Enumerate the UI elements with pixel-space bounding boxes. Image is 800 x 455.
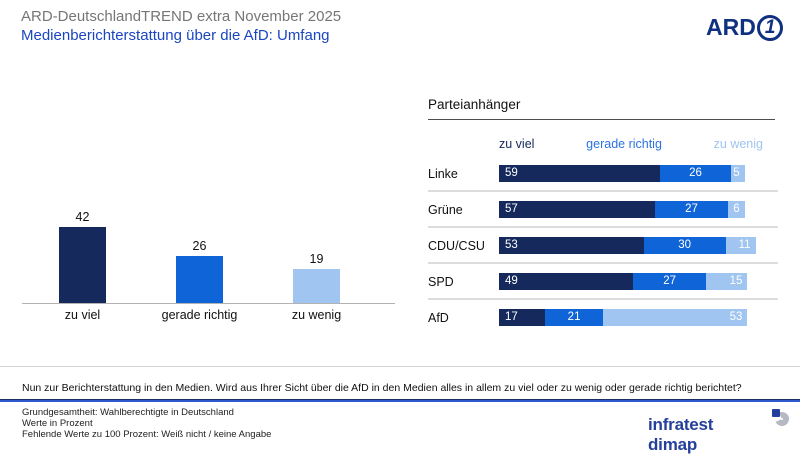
panel-title: Parteianhänger <box>428 97 521 112</box>
party-breakdown-panel: Parteianhänger zu viel gerade richtig zu w… <box>428 96 778 336</box>
bar-category-label: gerade richtig <box>161 308 238 322</box>
segment-zu-viel: 59 <box>499 165 661 182</box>
legend-item-zu-wenig: zu wenig <box>713 137 763 151</box>
stacked-bar: 17 21 53 <box>499 309 748 326</box>
legend-item-zu-viel: zu viel <box>499 137 535 151</box>
row-separator <box>428 262 778 264</box>
segment-gerade-richtig: 27 <box>654 201 729 218</box>
row-separator <box>428 226 778 228</box>
infratest-dimap-logo: infratest dimap <box>648 409 800 455</box>
panel-title-rule <box>428 119 775 120</box>
chart-baseline <box>22 303 395 304</box>
segment-zu-wenig: 53 <box>602 309 748 326</box>
segment-gerade-richtig: 27 <box>632 273 707 290</box>
segment-zu-viel: 49 <box>499 273 633 290</box>
infratest-dimap-icon <box>771 409 800 439</box>
footnote-line: Fehlende Werte zu 100 Prozent: Weiß nich… <box>22 429 272 440</box>
survey-question: Nun zur Berichterstattung in den Medien.… <box>22 382 742 394</box>
stacked-bar: 49 27 15 <box>499 273 748 290</box>
party-row-SPD: SPD 49 27 15 <box>428 273 778 290</box>
infratest-dimap-logo-text: infratest dimap <box>648 415 714 454</box>
stacked-bar: 53 30 11 <box>499 237 756 254</box>
segment-gerade-richtig: 30 <box>643 237 726 254</box>
party-label: Grüne <box>428 202 463 217</box>
footer-blue-rule <box>0 399 800 402</box>
bar-zu-wenig <box>293 269 340 303</box>
footnotes: Grundgesamtheit: Wahlberechtigte in Deut… <box>22 407 271 440</box>
pretitle: ARD-DeutschlandTREND extra November 2025 <box>21 8 342 25</box>
footnote-line: Werte in Prozent <box>22 418 93 429</box>
segment-zu-wenig: 6 <box>728 201 745 218</box>
page-title: Medienberichterstattung über die AfD: Um… <box>21 27 330 44</box>
party-label: SPD <box>428 274 454 289</box>
bar-value-label: 26 <box>192 239 207 253</box>
legend-item-gerade-richtig: gerade richtig <box>586 137 662 151</box>
bar-gerade-richtig <box>176 256 223 303</box>
segment-zu-viel: 17 <box>499 309 546 326</box>
bar-value-label: 42 <box>75 210 90 224</box>
footer-top-rule <box>0 366 800 367</box>
party-row-CDU-CSU: CDU/CSU 53 30 11 <box>428 237 778 254</box>
legend: zu viel gerade richtig zu wenig <box>499 137 763 151</box>
party-row-Gr-ne: Grüne 57 27 6 <box>428 201 778 218</box>
segment-gerade-richtig: 26 <box>660 165 732 182</box>
segment-zu-wenig: 5 <box>731 165 745 182</box>
ard-one-icon: 1 <box>756 14 783 41</box>
party-label: AfD <box>428 310 449 325</box>
segment-zu-wenig: 15 <box>706 273 748 290</box>
bar-category-label: zu wenig <box>291 308 342 322</box>
party-label: Linke <box>428 166 458 181</box>
footnote-line: Grundgesamtheit: Wahlberechtigte in Deut… <box>22 407 234 418</box>
bar-zu-viel <box>59 227 106 303</box>
row-separator <box>428 298 778 300</box>
segment-gerade-richtig: 21 <box>545 309 603 326</box>
summary-bar-chart: 42 zu viel 26 gerade richtig 19 zu wenig <box>22 208 398 330</box>
party-rows: Linke 59 26 5 Grüne 57 27 6 CDU/CSU 53 30 11 SPD 49 27… <box>428 165 778 326</box>
segment-zu-wenig: 11 <box>725 237 756 254</box>
party-label: CDU/CSU <box>428 238 485 253</box>
bar-category-label: zu viel <box>64 308 101 322</box>
bar-value-label: 19 <box>309 252 324 266</box>
party-row-Linke: Linke 59 26 5 <box>428 165 778 182</box>
row-separator <box>428 190 778 192</box>
stacked-bar: 57 27 6 <box>499 201 745 218</box>
stacked-bar: 59 26 5 <box>499 165 745 182</box>
segment-zu-viel: 57 <box>499 201 655 218</box>
ard-logo: ARD 1 <box>706 14 783 41</box>
segment-zu-viel: 53 <box>499 237 644 254</box>
ard-logo-text: ARD <box>706 14 756 40</box>
party-row-AfD: AfD 17 21 53 <box>428 309 778 326</box>
